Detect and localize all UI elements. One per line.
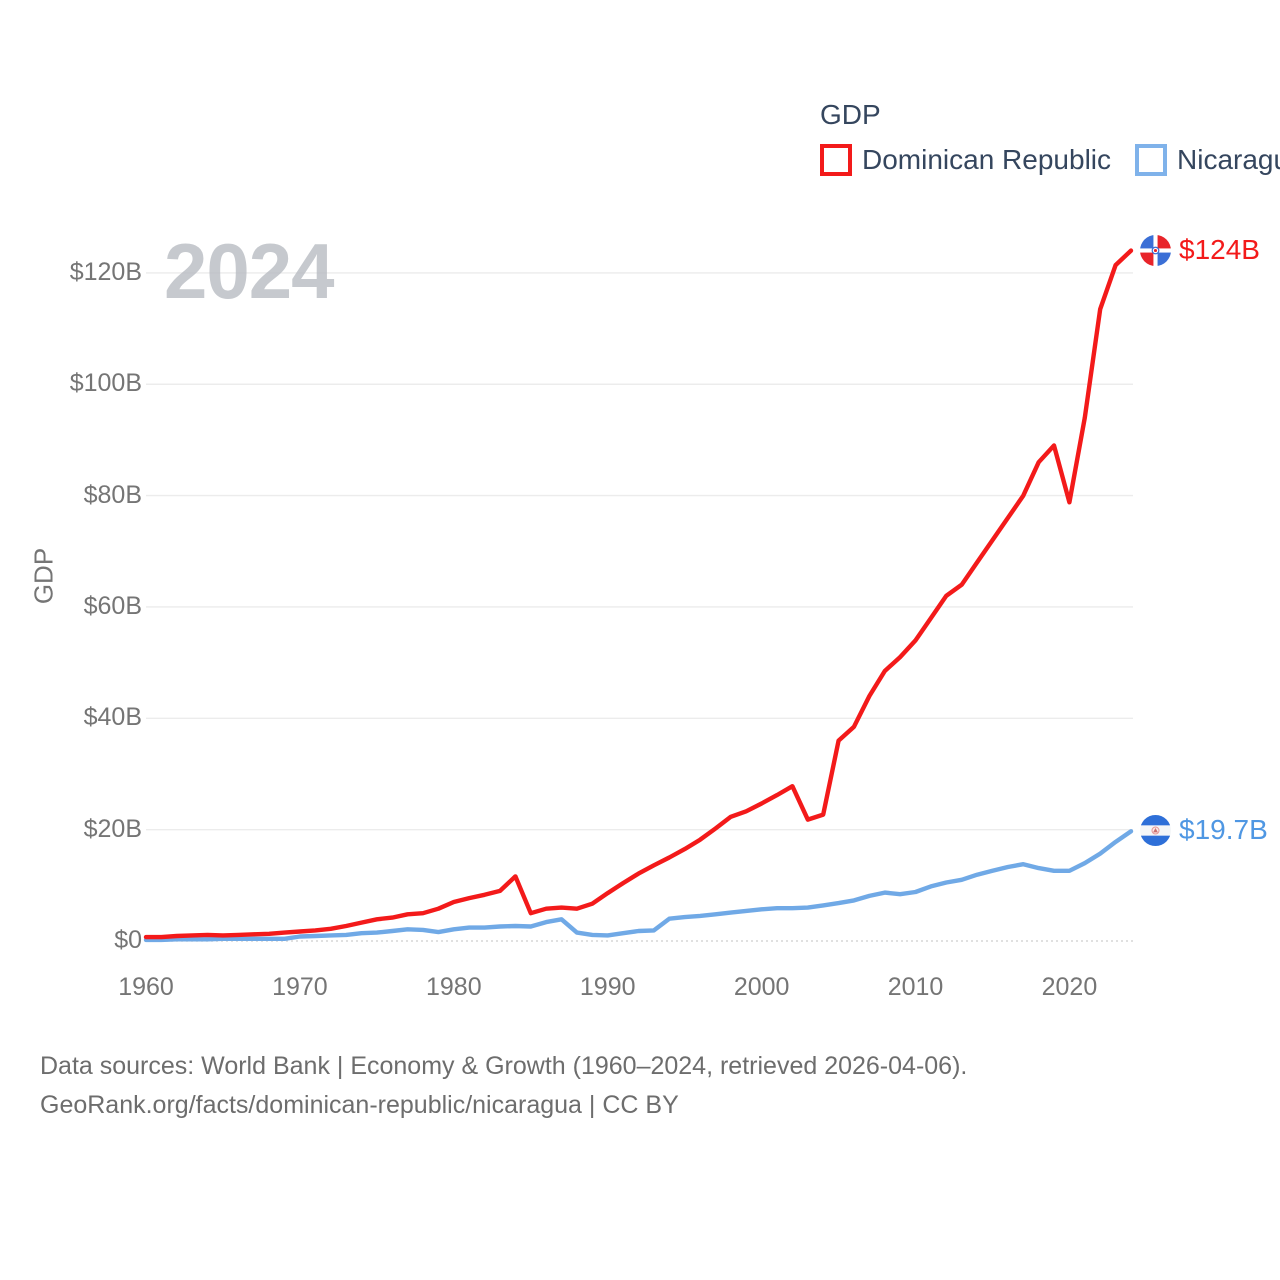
nicaragua-flag-icon — [1140, 814, 1171, 846]
legend-items: Dominican Republic Nicaragua — [820, 144, 1280, 176]
x-tick-label: 2020 — [1041, 973, 1098, 1001]
legend-label-dominican-republic: Dominican Republic — [862, 144, 1112, 175]
end-label-nicaragua: $19.7B — [1140, 814, 1268, 846]
year-watermark: 2024 — [164, 227, 335, 315]
legend-item-nicaragua[interactable]: Nicaragua — [1135, 144, 1280, 176]
source-line-1: Data sources: World Bank | Economy & Gro… — [40, 1052, 968, 1080]
series-line-dominican-republic[interactable] — [143, 248, 1134, 940]
nicaragua-swatch-icon — [1135, 144, 1168, 176]
series-line-nicaragua[interactable] — [143, 829, 1134, 943]
legend: GDP Dominican Republic Nicaragua — [820, 99, 1280, 176]
y-tick-label: $20B — [83, 814, 142, 843]
legend-item-dominican-republic[interactable]: Dominican Republic — [820, 144, 1111, 176]
y-tick-label: $60B — [83, 591, 142, 620]
y-tick-label: $120B — [69, 257, 142, 286]
y-axis-title: GDP — [28, 547, 59, 605]
x-tick-label: 1960 — [118, 973, 174, 1001]
dominican-republic-flag-icon — [1140, 234, 1171, 266]
end-label-dominican-republic: $124B — [1140, 234, 1260, 266]
y-tick-label: $80B — [83, 480, 142, 509]
dominican-republic-swatch-icon — [820, 144, 852, 176]
x-tick-label: 1980 — [426, 973, 482, 1001]
source-attribution: Data sources: World Bank | Economy & Gro… — [40, 1047, 967, 1125]
y-tick-label: $0 — [114, 925, 142, 954]
x-tick-label: 1970 — [272, 973, 328, 1001]
y-tick-label: $40B — [83, 703, 142, 732]
x-tick-label: 2000 — [733, 973, 790, 1001]
y-tick-label: $100B — [69, 369, 142, 398]
end-value-dominican-republic: $124B — [1179, 234, 1260, 265]
legend-title: GDP — [820, 99, 881, 130]
legend-label-nicaragua: Nicaragua — [1177, 144, 1280, 175]
source-line-2: GeoRank.org/facts/dominican-republic/nic… — [40, 1091, 679, 1119]
end-value-nicaragua: $19.7B — [1179, 814, 1268, 845]
x-tick-label: 1990 — [579, 973, 636, 1001]
x-tick-label: 2010 — [887, 973, 944, 1001]
